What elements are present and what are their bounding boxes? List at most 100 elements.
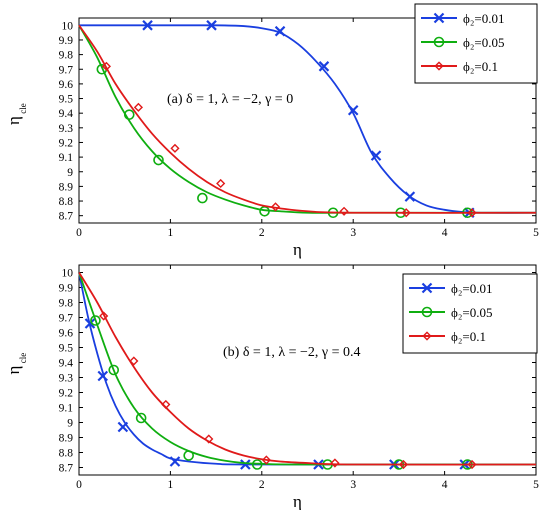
data-point-marker [240,459,251,470]
legend-swatch-marker [421,306,433,318]
legend-label: ϕ₂=0.01 [463,11,504,26]
y-tick-label: 9.2 [59,137,74,149]
y-tick-label: 9.9 [59,283,74,295]
data-point-marker [161,399,171,410]
legend-entry: ϕ₂=0.05 [421,35,504,50]
x-axis-label: η [293,240,302,259]
y-tick-label: 8.7 [59,211,74,223]
legend-swatch-marker [422,331,432,341]
series-line [78,272,537,466]
data-point-marker [370,150,382,161]
y-tick-label: 9.9 [59,35,74,47]
x-tick-label: 4 [442,227,448,239]
y-tick-label: 9.5 [59,94,74,106]
y-tick-label: 8.9 [59,181,74,193]
y-tick-label: 8.7 [59,463,74,475]
legend-entry: ϕ₂=0.05 [409,305,492,320]
y-tick-label: 9.4 [59,108,74,120]
data-point-marker [318,61,330,72]
data-point-marker [467,208,477,218]
y-tick-label: 9.7 [59,313,74,325]
y-tick-label: 8.9 [59,433,74,445]
x-tick-label: 4 [442,479,448,491]
data-point-marker [183,450,194,461]
legend-label: ϕ₂=0.01 [451,281,492,296]
y-axis-label-main: η [4,116,23,125]
y-tick-label: 9.5 [59,343,74,355]
y-tick-label: 9.6 [59,328,74,340]
y-tick-label: 9.3 [59,123,74,135]
y-axis-label: η cle [4,103,28,125]
legend-label: ϕ₂=0.1 [451,329,486,344]
data-point-marker [404,191,416,202]
series-2 [78,24,537,218]
data-point-marker [153,154,164,166]
legend-swatch-marker [433,12,445,24]
data-point-marker [197,192,208,204]
x-tick-label: 3 [350,479,356,491]
y-axis-label: η cle [4,353,28,375]
y-tick-label: 9.3 [59,373,74,385]
legend-label: ϕ₂=0.05 [463,35,504,50]
x-tick-label: 0 [76,227,82,239]
panel-annotation: (b) δ = 1, λ = −2, γ = 0.4 [223,345,360,360]
legend-swatch-marker [421,282,433,294]
data-point-marker [133,102,143,112]
data-point-marker [270,202,281,212]
legend-entry: ϕ₂=0.01 [409,281,492,296]
data-point-marker [123,109,135,120]
legend-swatch-marker [433,36,445,48]
y-tick-label: 8.8 [59,196,74,208]
y-tick-label: 9.1 [59,403,74,415]
x-tick-label: 5 [533,479,539,491]
legend: ϕ₂=0.01 ϕ₂=0.05 ϕ₂=0.1 [414,3,538,84]
data-point-marker [99,311,109,321]
x-tick-label: 1 [168,227,174,239]
y-tick-label: 9.2 [59,388,74,400]
data-point-marker [251,459,263,470]
y-tick-label: 9.8 [59,298,74,310]
data-point-marker [467,459,477,470]
x-tick-label: 2 [259,227,265,239]
y-tick-label: 9 [67,167,73,179]
data-point-marker [108,364,120,376]
data-point-marker [135,412,147,424]
x-tick-label: 5 [533,227,539,239]
legend-label: ϕ₂=0.05 [451,305,492,320]
chart-panel-a: 0 1 2 3 4 5 8.7 8.8 8.9 9 9.1 9.2 9.3 9.4 9.5 9.6 9.7 9.8… [4,3,539,259]
y-axis-label-main: η [4,366,23,375]
y-tick-label: 9 [67,418,73,430]
x-tick-label: 2 [259,479,265,491]
x-tick-label: 3 [350,227,356,239]
chart-panel-b: 0 1 2 3 4 5 8.7 8.8 8.9 9 9.1 9.2 9.3 9.4 9.5 9.6 9.7 9.8… [4,264,539,510]
series-line [78,24,537,214]
legend-entry: ϕ₂=0.01 [421,11,504,26]
series-line [78,272,537,466]
data-point-marker [84,318,96,329]
data-point-marker [274,25,286,37]
data-point-marker [101,61,112,71]
data-point-marker [90,315,101,326]
x-tick-label: 1 [168,479,174,491]
series-line [78,24,537,214]
y-tick-label: 9.1 [59,152,74,164]
series-line [78,272,537,466]
data-point-marker [204,434,214,444]
data-point-marker [97,370,109,382]
y-tick-label: 9.4 [59,358,74,370]
data-point-marker [330,458,340,468]
y-tick-label: 9.7 [59,64,74,76]
y-tick-label: 10 [62,20,74,32]
data-point-marker [206,20,217,31]
legend-entry: ϕ₂=0.1 [421,59,498,74]
series-line [78,24,537,214]
x-tick-label: 0 [76,479,82,491]
legend: ϕ₂=0.01 ϕ₂=0.05 ϕ₂=0.1 [402,273,538,354]
data-point-marker [261,455,271,465]
legend-label: ϕ₂=0.1 [463,59,498,74]
data-point-marker [347,104,359,116]
data-point-marker [129,356,139,366]
data-point-marker [339,206,349,216]
data-point-marker [170,143,180,153]
